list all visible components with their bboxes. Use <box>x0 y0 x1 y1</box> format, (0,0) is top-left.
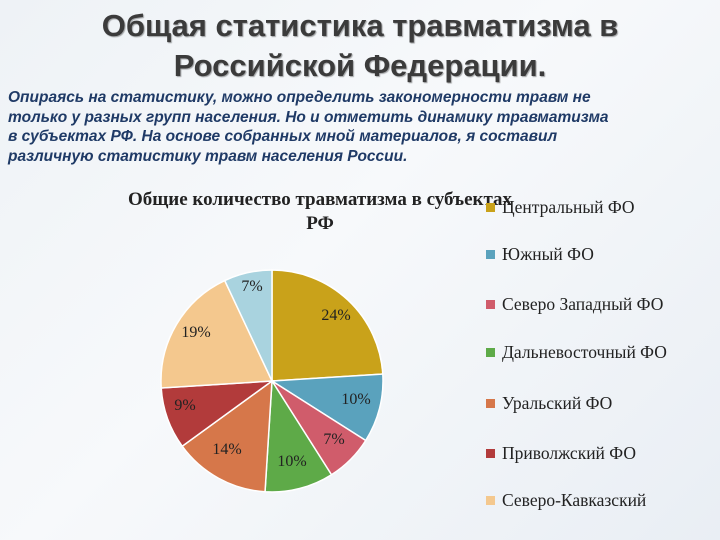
slide-title-line-1: Общая статистика травматизма в <box>101 8 619 43</box>
legend-label: Дальневосточный ФО <box>502 342 667 362</box>
slide-title-line-2: Российской Федерации. <box>173 48 547 83</box>
legend-swatch <box>486 496 495 505</box>
data-label-4: 10% <box>277 453 306 470</box>
intro-line-2: только у разных групп населения. Но и от… <box>8 108 609 126</box>
legend-label: Северо-Кавказский <box>502 490 647 510</box>
legend-swatch <box>486 250 495 259</box>
legend-swatch <box>486 300 495 309</box>
chart-title: Общие количество травматизма в субъектах… <box>120 188 520 236</box>
legend-label: Уральский ФО <box>502 393 613 413</box>
slide-title: Общая статистика травматизма в Российско… <box>0 6 720 86</box>
data-label-3: 7% <box>323 431 344 448</box>
pie-slices <box>160 269 384 493</box>
data-label-2: 10% <box>341 391 370 408</box>
chart-title-line-1: Общие количество травматизма в субъектах <box>127 189 513 210</box>
legend-swatch <box>486 203 495 212</box>
data-label-1: 24% <box>321 307 350 324</box>
pie-data-labels: 24% 10% 7% 10% 14% 9% 19% 7% <box>174 278 370 470</box>
legend-label: Северо Западный ФО <box>502 294 664 314</box>
data-label-5: 14% <box>212 441 241 458</box>
data-label-7: 19% <box>181 324 210 341</box>
data-label-8: 7% <box>241 278 262 295</box>
legend-label: Приволжский ФО <box>502 443 636 463</box>
legend-swatch <box>486 348 495 357</box>
legend-swatch <box>486 399 495 408</box>
legend-label: Южный ФО <box>502 244 594 264</box>
pie-slice-5 <box>181 379 273 493</box>
data-label-6: 9% <box>174 397 195 414</box>
legend-swatch <box>486 449 495 458</box>
intro-line-3: в субъектах РФ. На основе собранных мной… <box>8 128 558 145</box>
pie-slice-8 <box>223 269 273 382</box>
pie-slice-7 <box>160 279 274 389</box>
intro-paragraph: Опираясь на статистику, можно определить… <box>8 88 708 166</box>
chart-title-line-2: РФ <box>306 213 334 234</box>
intro-line-4: различную статистику травм населения Рос… <box>8 147 408 165</box>
intro-line-1: Опираясь на статистику, можно определить… <box>8 89 591 106</box>
legend-label: Центральный ФО <box>502 197 635 217</box>
pie-slice-1 <box>271 269 384 382</box>
